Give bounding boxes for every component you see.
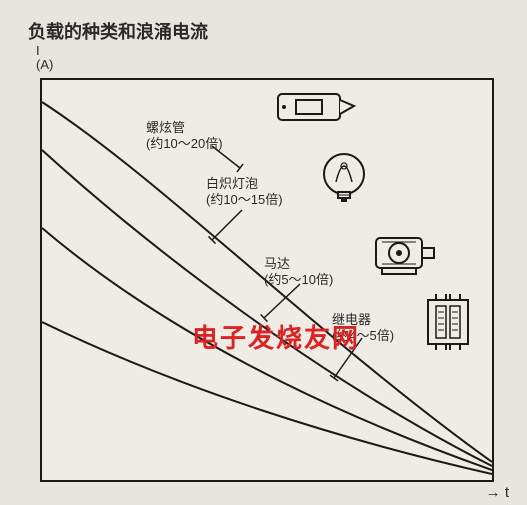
- label-mult-incandescent: (约10～15倍): [206, 192, 283, 208]
- label-incandescent: 白炽灯泡(约10～15倍): [206, 176, 283, 209]
- label-motor: 马达(约5～10倍): [264, 256, 333, 289]
- label-name-motor: 马达: [264, 256, 333, 272]
- motor-icon: [372, 226, 438, 278]
- leader-motor: [264, 284, 300, 318]
- chart-frame: 螺炫管(约10～20倍)白炽灯泡(约10～15倍)马达(约5～10倍)继电器(约…: [40, 78, 494, 482]
- watermark-text: 电子发烧友网: [192, 318, 360, 355]
- bulb-icon: [320, 152, 368, 206]
- relay-icon: [422, 292, 474, 354]
- x-axis-arrow: → t: [486, 484, 509, 501]
- label-name-incandescent: 白炽灯泡: [206, 176, 283, 192]
- y-axis-i: I: [36, 44, 53, 58]
- leader-incandescent: [212, 210, 242, 240]
- label-mult-motor: (约5～10倍): [264, 272, 333, 288]
- y-axis-unit: (A): [36, 58, 53, 72]
- ballast-icon: [276, 86, 358, 128]
- chart-title: 负载的种类和浪涌电流: [28, 18, 208, 44]
- y-axis-label: I (A): [36, 44, 53, 73]
- label-name-fluorescent: 螺炫管: [146, 120, 223, 136]
- label-fluorescent: 螺炫管(约10～20倍): [146, 120, 223, 153]
- label-mult-fluorescent: (约10～20倍): [146, 136, 223, 152]
